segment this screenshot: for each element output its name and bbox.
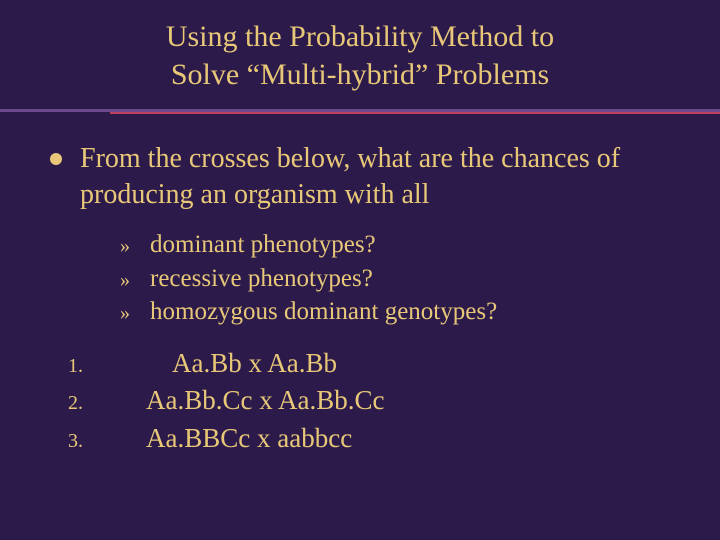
numbered-list: 1. Aa.Bb x Aa.Bb 2. Aa.Bb.Cc x Aa.Bb.Cc … [40, 345, 680, 457]
cross-text: Aa.Bb x Aa.Bb [146, 345, 337, 382]
list-item: 3. Aa.BBCc x aabbcc [68, 420, 680, 457]
main-bullet: From the crosses below, what are the cha… [40, 141, 680, 214]
sub-item-text: homozygous dominant genotypes? [150, 295, 497, 329]
bullet-dot-icon [50, 153, 62, 165]
title-divider [0, 109, 720, 115]
chevron-icon: » [120, 267, 130, 294]
number-marker: 2. [68, 390, 88, 418]
sub-item-text: dominant phenotypes? [150, 228, 376, 262]
cross-text: Aa.Bb.Cc x Aa.Bb.Cc [146, 382, 384, 419]
title-line-2: Solve “Multi-hybrid” Problems [0, 56, 720, 94]
list-item: 1. Aa.Bb x Aa.Bb [68, 345, 680, 382]
chevron-icon: » [120, 233, 130, 260]
number-marker: 3. [68, 428, 88, 456]
chevron-icon: » [120, 300, 130, 327]
main-bullet-text: From the crosses below, what are the cha… [80, 141, 680, 214]
list-item: » recessive phenotypes? [120, 262, 680, 296]
sub-bullet-list: » dominant phenotypes? » recessive pheno… [40, 228, 680, 329]
slide-title: Using the Probability Method to Solve “M… [0, 0, 720, 105]
list-item: 2. Aa.Bb.Cc x Aa.Bb.Cc [68, 382, 680, 419]
list-item: » homozygous dominant genotypes? [120, 295, 680, 329]
number-marker: 1. [68, 353, 88, 381]
sub-item-text: recessive phenotypes? [150, 262, 373, 296]
slide-body: From the crosses below, what are the cha… [0, 115, 720, 457]
title-line-1: Using the Probability Method to [0, 18, 720, 56]
list-item: » dominant phenotypes? [120, 228, 680, 262]
cross-text: Aa.BBCc x aabbcc [146, 420, 352, 457]
